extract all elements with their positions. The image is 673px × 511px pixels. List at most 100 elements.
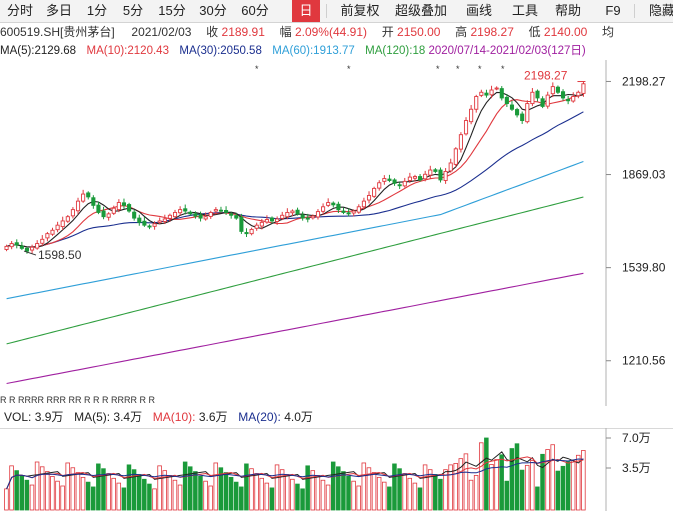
stock-code: 600519.SH[贵州茅台]: [0, 25, 115, 39]
volume-bar: [203, 480, 208, 511]
volume-bar: [427, 469, 433, 511]
candle-body: [423, 173, 428, 180]
volume-chart[interactable]: 7.0万 3.5万: [0, 428, 673, 511]
toolbar-button-6[interactable]: 60分: [241, 3, 269, 18]
ma60-line: [6, 160, 584, 300]
volume-bar: [147, 483, 152, 511]
toolbar-button-1[interactable]: 多日: [45, 3, 72, 18]
candle-body: [402, 180, 407, 187]
volume-bar: [402, 473, 407, 511]
candle-body: [474, 96, 479, 110]
volume-bar: [468, 479, 474, 511]
open-label: 开: [381, 25, 394, 39]
vol-ma10-value: 3.6万: [198, 410, 228, 424]
volume-bar: [519, 469, 525, 511]
candle-body: [60, 220, 65, 228]
candle-body: [137, 217, 142, 223]
low-marker: 1598.50: [38, 248, 82, 262]
volume-bar: [341, 471, 346, 511]
volume-bar: [581, 450, 586, 511]
price-axis-label: 1539.80: [622, 261, 666, 275]
volume-bar: [9, 465, 14, 511]
candle-body: [361, 200, 366, 208]
toolbar-button-12[interactable]: 帮助: [554, 3, 581, 18]
volume-bar: [279, 469, 285, 511]
volume-bar: [422, 464, 428, 511]
ma5-value: 2129.68: [34, 45, 77, 57]
candle-body: [540, 98, 545, 107]
toolbar-button-3[interactable]: 5分: [122, 3, 144, 18]
candle-body: [30, 246, 35, 251]
candle-body: [295, 209, 300, 215]
volume-bar: [478, 442, 484, 511]
candle-body: [208, 211, 213, 217]
candle-body: [193, 213, 198, 217]
candle-body: [515, 109, 520, 116]
quote-date: 2021/02/03: [131, 25, 192, 39]
candle-body: [484, 92, 489, 96]
toolbar-button-9[interactable]: 超级叠加: [394, 3, 447, 18]
volume-bar: [213, 462, 219, 511]
candle-body: [571, 96, 576, 102]
candle-body: [50, 229, 55, 235]
volume-bar: [259, 477, 264, 511]
volume-bar: [417, 487, 423, 511]
ma10-label: MA(10):: [86, 45, 128, 57]
candle-body: [65, 216, 70, 222]
volume-bar: [560, 465, 566, 511]
candle-body: [244, 232, 249, 235]
toolbar-button-4[interactable]: 15分: [158, 3, 186, 18]
candle-body: [305, 217, 310, 220]
toolbar-button-7[interactable]: 日: [292, 0, 320, 22]
ma30-line: [6, 111, 584, 248]
volume-bar: [305, 465, 310, 511]
candle-body: [24, 247, 30, 252]
candle-body: [75, 200, 81, 212]
toolbar-button-14[interactable]: 隐藏: [648, 3, 673, 18]
volume-bar: [85, 481, 91, 511]
volume-bar: [60, 485, 65, 511]
candle-body: [35, 243, 40, 249]
volume-bar: [499, 454, 504, 511]
volume-bar: [106, 473, 111, 511]
candle-body: [132, 211, 137, 219]
toolbar-button-11[interactable]: 工具: [511, 3, 538, 18]
volume-bar: [239, 486, 244, 511]
candle-body: [469, 108, 474, 123]
candle-body: [96, 204, 101, 213]
ma5-line: [6, 91, 584, 248]
volume-bar: [50, 476, 55, 511]
candle-body: [9, 243, 14, 248]
volume-bar: [361, 462, 367, 511]
candle-body: [351, 210, 356, 214]
volume-bar: [187, 466, 193, 511]
candle-body: [412, 176, 418, 179]
ma60-value: 1913.77: [313, 45, 355, 57]
candle-body: [183, 208, 188, 212]
candle-body: [249, 228, 254, 235]
toolbar-button-5[interactable]: 30分: [199, 3, 227, 18]
price-axis-label: 1210.56: [622, 354, 666, 368]
toolbar-button-13[interactable]: F9: [605, 3, 621, 18]
quote-info-line: 600519.SH[贵州茅台] 2021/02/03 收 2189.91 幅 2…: [0, 22, 673, 42]
toolbar-button-8[interactable]: 前复权: [340, 3, 380, 18]
volume-bar: [269, 487, 275, 511]
volume-bar: [443, 469, 448, 511]
candle-body: [530, 91, 535, 105]
candle-body: [397, 184, 402, 187]
volume-bar: [208, 485, 213, 511]
toolbar-button-0[interactable]: 分时: [6, 3, 33, 18]
candle-body: [576, 91, 581, 97]
toolbar-button-10[interactable]: 画线: [465, 3, 492, 18]
toolbar-button-2[interactable]: 1分: [86, 3, 108, 18]
event-star-icon: *: [255, 64, 259, 74]
candle-body: [581, 83, 586, 94]
event-star-icon: *: [347, 64, 351, 74]
candle-body: [254, 224, 259, 229]
candle-body: [300, 214, 305, 219]
change-label: 幅: [279, 25, 292, 39]
candlestick-chart[interactable]: 2198.27 1869.03 1539.80 1210.56 2198.27 1598.…: [0, 60, 673, 406]
volume-bar: [565, 461, 571, 511]
candle-body: [121, 202, 127, 206]
volume-bar: [320, 479, 326, 511]
